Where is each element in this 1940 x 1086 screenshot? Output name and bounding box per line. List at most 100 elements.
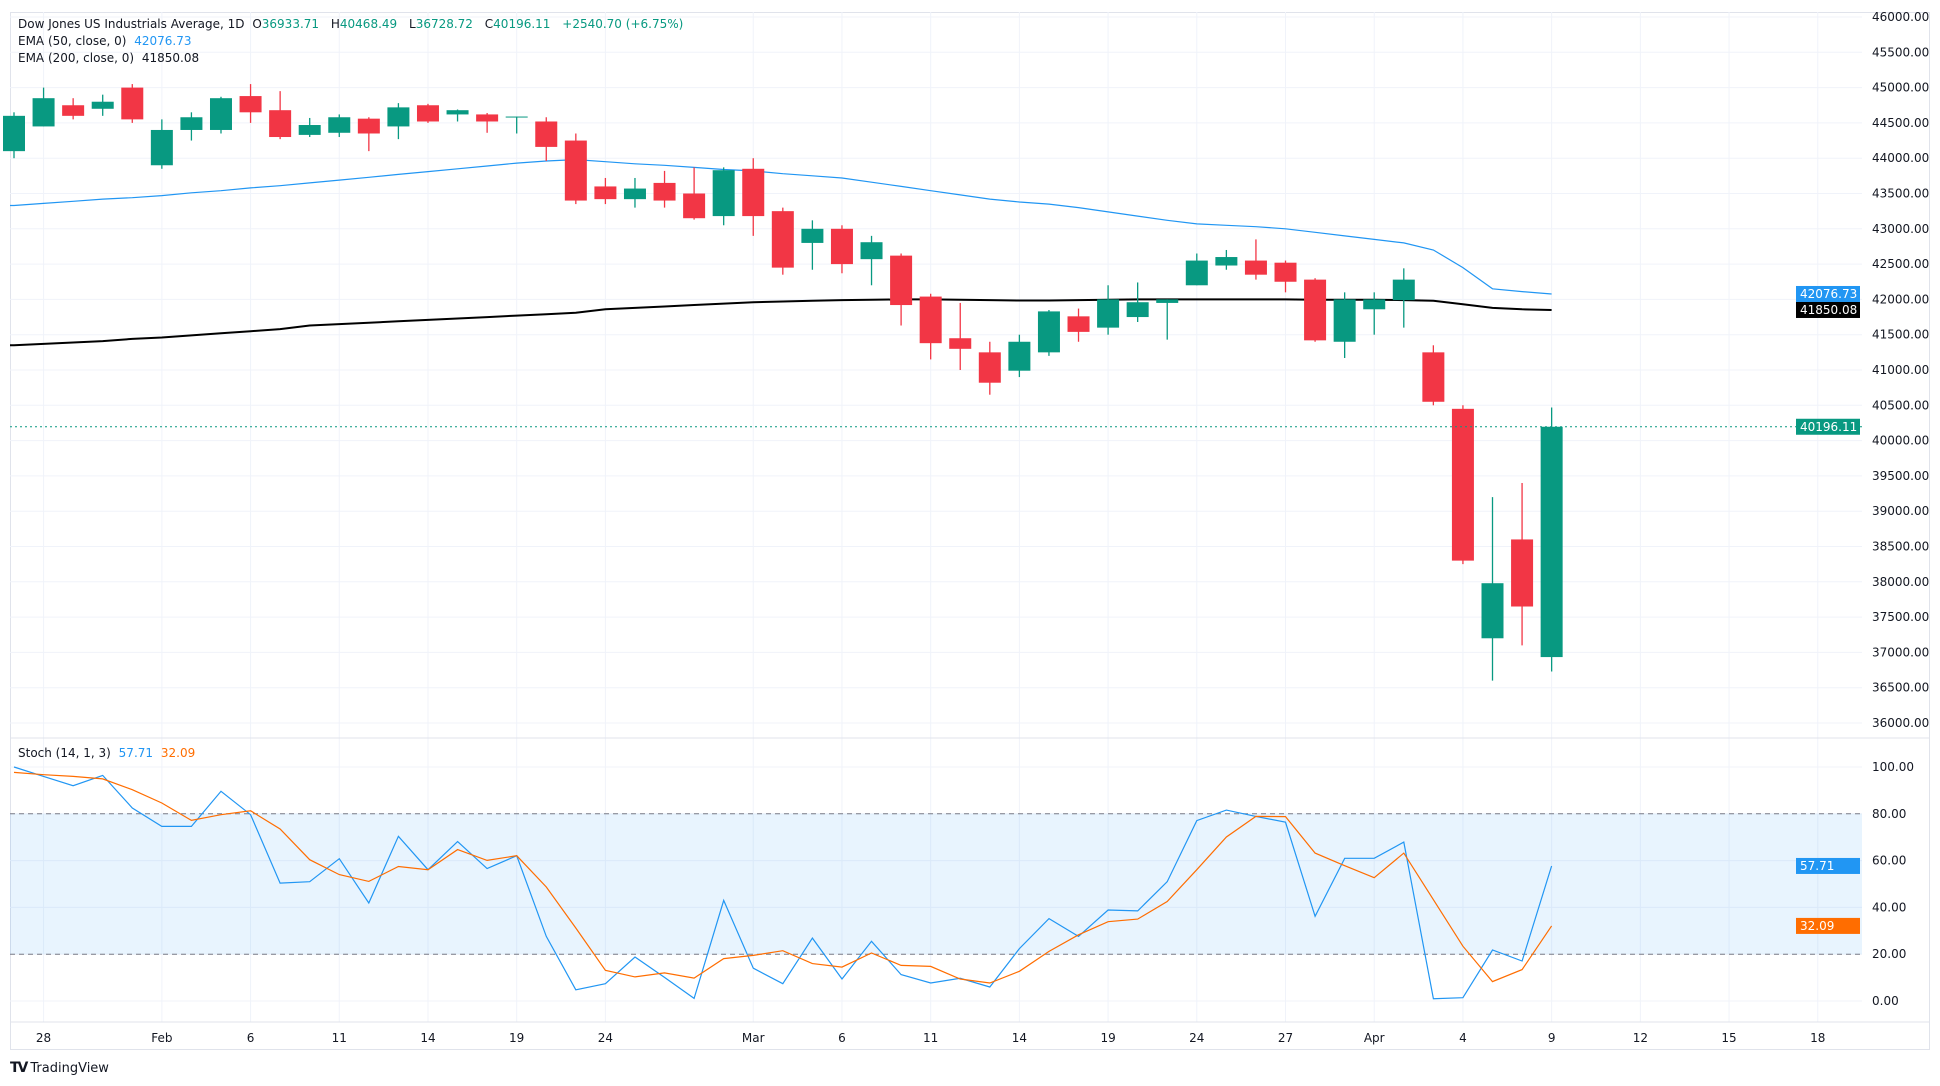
ema50-price-badge: 42076.73 <box>1800 287 1857 301</box>
candle-body[interactable] <box>594 186 617 200</box>
open-label: O <box>252 17 262 31</box>
stoch-d-value: 32.09 <box>160 746 196 760</box>
stoch-tick-label: 40.00 <box>1872 900 1906 914</box>
candle-body[interactable] <box>416 105 439 122</box>
candle-body[interactable] <box>564 140 587 201</box>
candle-body[interactable] <box>890 255 913 306</box>
price-tick-label: 41000.00 <box>1872 363 1929 377</box>
candle-body[interactable] <box>298 125 321 135</box>
candle-body[interactable] <box>1244 260 1267 275</box>
candle-body[interactable] <box>771 211 794 268</box>
change-value: +2540.70 (+6.75%) <box>562 17 684 31</box>
candle-body[interactable] <box>1185 260 1208 286</box>
candle-body[interactable] <box>1422 352 1445 402</box>
time-axis-label: 14 <box>1012 1031 1027 1045</box>
ema200-line <box>10 298 1552 347</box>
time-axis-label: 27 <box>1278 1031 1293 1045</box>
candle-body[interactable] <box>121 87 144 120</box>
ema50-price-badge-bg <box>1796 285 1860 302</box>
price-tick-label: 38000.00 <box>1872 575 1929 589</box>
price-scale[interactable] <box>1862 12 1930 1022</box>
logo-text: TradingView <box>30 1060 109 1076</box>
candle-body[interactable] <box>62 105 85 116</box>
ema200-price-badge: 41850.08 <box>1800 303 1857 317</box>
price-tick-label: 41500.00 <box>1872 328 1929 342</box>
candle-body[interactable] <box>1333 299 1356 342</box>
candle-body[interactable] <box>653 182 676 201</box>
candle-body[interactable] <box>683 193 706 219</box>
stoch-tick-label: 20.00 <box>1872 947 1906 961</box>
candle-body[interactable] <box>919 296 942 344</box>
candle-body[interactable] <box>1037 311 1060 353</box>
time-axis-label: 6 <box>247 1031 255 1045</box>
candle-body[interactable] <box>1304 279 1327 341</box>
candle-body[interactable] <box>1392 279 1415 301</box>
candle-body[interactable] <box>801 228 824 243</box>
candle-body[interactable] <box>1451 408 1474 561</box>
candle-body[interactable] <box>742 168 765 217</box>
stoch-legend[interactable]: Stoch (14, 1, 3) 57.71 32.09 <box>18 746 199 760</box>
stoch-d-line <box>13 771 1553 984</box>
candle-body[interactable] <box>269 110 292 138</box>
candle-body[interactable] <box>1274 262 1297 282</box>
price-tick-label: 39000.00 <box>1872 504 1929 518</box>
candle-body[interactable] <box>180 117 203 130</box>
time-axis-label: 14 <box>420 1031 435 1045</box>
candle-body[interactable] <box>32 98 55 127</box>
low-value: 36728.72 <box>415 17 473 31</box>
low-label: L <box>409 17 416 31</box>
ema200-legend[interactable]: EMA (200, close, 0) 41850.08 <box>18 51 203 65</box>
candle-body[interactable] <box>328 117 351 133</box>
candle-body[interactable] <box>1008 341 1031 371</box>
time-axis-label: 19 <box>509 1031 524 1045</box>
candle-body[interactable] <box>1097 299 1120 328</box>
candle-body[interactable] <box>830 228 853 265</box>
high-value: 40468.49 <box>339 17 398 31</box>
candle-body[interactable] <box>476 114 499 122</box>
candle-body[interactable] <box>623 188 646 200</box>
time-axis-label: 28 <box>36 1031 51 1045</box>
stoch-k-value: 57.71 <box>118 746 154 760</box>
candle-body[interactable] <box>505 116 528 118</box>
candle-body[interactable] <box>91 101 114 109</box>
candle-body[interactable] <box>1363 299 1386 310</box>
candle-body[interactable] <box>209 98 232 130</box>
candle-body[interactable] <box>949 338 972 349</box>
candle-body[interactable] <box>1067 316 1090 332</box>
tradingview-logo[interactable]: TV TradingView <box>10 1060 109 1076</box>
candle-body[interactable] <box>1481 583 1504 639</box>
ema50-legend[interactable]: EMA (50, close, 0) 42076.73 <box>18 34 196 48</box>
last-price-badge-bg <box>1796 418 1860 435</box>
candle-body[interactable] <box>860 242 883 260</box>
candle-body[interactable] <box>387 107 410 127</box>
stoch-k-badge: 57.71 <box>1800 859 1834 873</box>
candle-body[interactable] <box>357 118 380 134</box>
price-tick-label: 40000.00 <box>1872 434 1929 448</box>
candle-body[interactable] <box>1511 539 1534 607</box>
candle-body[interactable] <box>3 115 25 152</box>
price-tick-label: 46000.00 <box>1872 10 1929 24</box>
close-value: 40196.11 <box>493 17 551 31</box>
candle-body[interactable] <box>446 110 469 115</box>
time-axis-label: 24 <box>1189 1031 1204 1045</box>
candle-body[interactable] <box>712 170 735 217</box>
candle-body[interactable] <box>535 121 558 147</box>
time-axis-label: 15 <box>1721 1031 1736 1045</box>
stoch-d-badge: 32.09 <box>1800 919 1834 933</box>
ema200-value: 41850.08 <box>141 51 200 65</box>
candle-body[interactable] <box>1126 302 1149 318</box>
candle-body[interactable] <box>1215 257 1238 266</box>
price-tick-label: 36500.00 <box>1872 681 1929 695</box>
candle-body[interactable] <box>239 96 262 113</box>
candle-body[interactable] <box>150 129 173 166</box>
candle-body[interactable] <box>978 352 1001 383</box>
time-axis-label: 4 <box>1459 1031 1467 1045</box>
price-tick-label: 45000.00 <box>1872 81 1929 95</box>
time-axis-label: 18 <box>1810 1031 1825 1045</box>
candle-body[interactable] <box>1540 426 1563 658</box>
stoch-tick-label: 60.00 <box>1872 854 1906 868</box>
candle-body[interactable] <box>1156 299 1179 303</box>
time-scale[interactable] <box>10 1022 1862 1050</box>
price-tick-label: 37500.00 <box>1872 610 1929 624</box>
